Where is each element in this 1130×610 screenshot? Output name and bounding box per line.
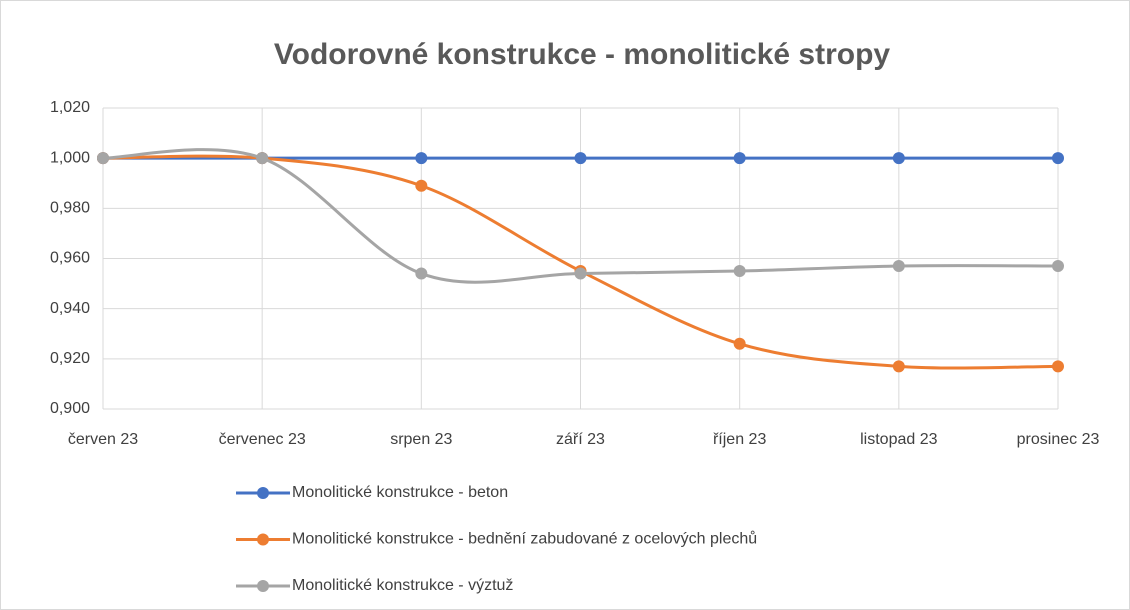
data-point bbox=[574, 267, 587, 280]
data-point bbox=[415, 179, 428, 192]
legend-label: Monolitické konstrukce - bednění zabudov… bbox=[292, 530, 757, 548]
data-point bbox=[415, 152, 428, 165]
x-tick-label: říjen 23 bbox=[713, 431, 766, 448]
y-tick-label: 0,960 bbox=[50, 250, 90, 267]
legend-marker bbox=[257, 487, 269, 499]
data-point bbox=[1052, 260, 1064, 273]
data-point bbox=[256, 152, 269, 165]
data-point bbox=[892, 360, 905, 373]
data-point bbox=[97, 152, 109, 165]
y-tick-label: 0,900 bbox=[50, 400, 90, 417]
data-point bbox=[892, 152, 905, 165]
data-point bbox=[892, 260, 905, 273]
legend-marker bbox=[257, 533, 269, 546]
x-tick-label: červenec 23 bbox=[219, 431, 306, 448]
x-tick-label: listopad 23 bbox=[860, 431, 937, 448]
data-point bbox=[1052, 152, 1064, 165]
x-tick-label: prosinec 23 bbox=[1017, 431, 1100, 448]
x-tick-label: září 23 bbox=[556, 431, 605, 448]
data-point bbox=[733, 265, 746, 278]
chart-title: Vodorovné konstrukce - monolitické strop… bbox=[274, 38, 891, 71]
legend-marker bbox=[257, 580, 269, 592]
y-tick-label: 0,920 bbox=[50, 350, 90, 367]
data-point bbox=[574, 152, 587, 165]
x-tick-label: červen 23 bbox=[68, 431, 138, 448]
y-tick-label: 1,000 bbox=[50, 149, 90, 166]
y-tick-label: 1,020 bbox=[50, 99, 90, 116]
legend-label: Monolitické konstrukce - beton bbox=[292, 484, 508, 501]
y-tick-label: 0,940 bbox=[50, 300, 90, 317]
x-tick-label: srpen 23 bbox=[390, 431, 452, 448]
data-point bbox=[1052, 360, 1064, 373]
data-point bbox=[733, 152, 746, 165]
legend-label: Monolitické konstrukce - výztuž bbox=[292, 577, 513, 594]
data-point bbox=[415, 267, 428, 280]
y-tick-label: 0,980 bbox=[50, 200, 90, 217]
data-point bbox=[733, 337, 746, 350]
